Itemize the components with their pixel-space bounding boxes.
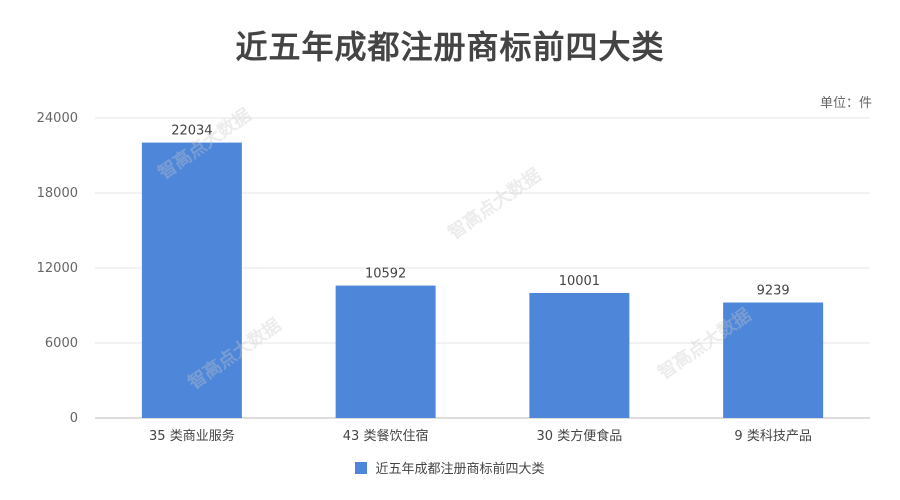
data-label: 9239 <box>757 284 790 299</box>
x-tick-label: 35 类商业服务 <box>149 428 235 444</box>
y-tick-label: 6000 <box>45 336 78 351</box>
y-tick-label: 0 <box>70 411 78 426</box>
x-tick-label: 30 类方便食品 <box>537 428 623 444</box>
chart-title: 近五年成都注册商标前四大类 <box>235 28 665 66</box>
chart-legend: 近五年成都注册商标前四大类 <box>0 458 900 477</box>
x-tick-label: 9 类科技产品 <box>734 429 811 444</box>
bar <box>723 302 824 418</box>
bar <box>141 142 242 418</box>
bar <box>529 292 630 418</box>
y-tick-label: 12000 <box>37 261 78 276</box>
y-tick-label: 18000 <box>37 186 78 201</box>
unit-label: 单位：件 <box>819 96 872 111</box>
data-label: 10592 <box>365 267 406 282</box>
y-tick-label: 24000 <box>37 111 78 126</box>
bar <box>335 285 436 418</box>
legend-swatch <box>355 461 368 474</box>
data-label: 22034 <box>171 124 212 139</box>
data-label: 10001 <box>559 274 600 289</box>
legend-label: 近五年成都注册商标前四大类 <box>375 462 545 477</box>
x-tick-label: 43 类餐饮住宿 <box>343 428 429 444</box>
